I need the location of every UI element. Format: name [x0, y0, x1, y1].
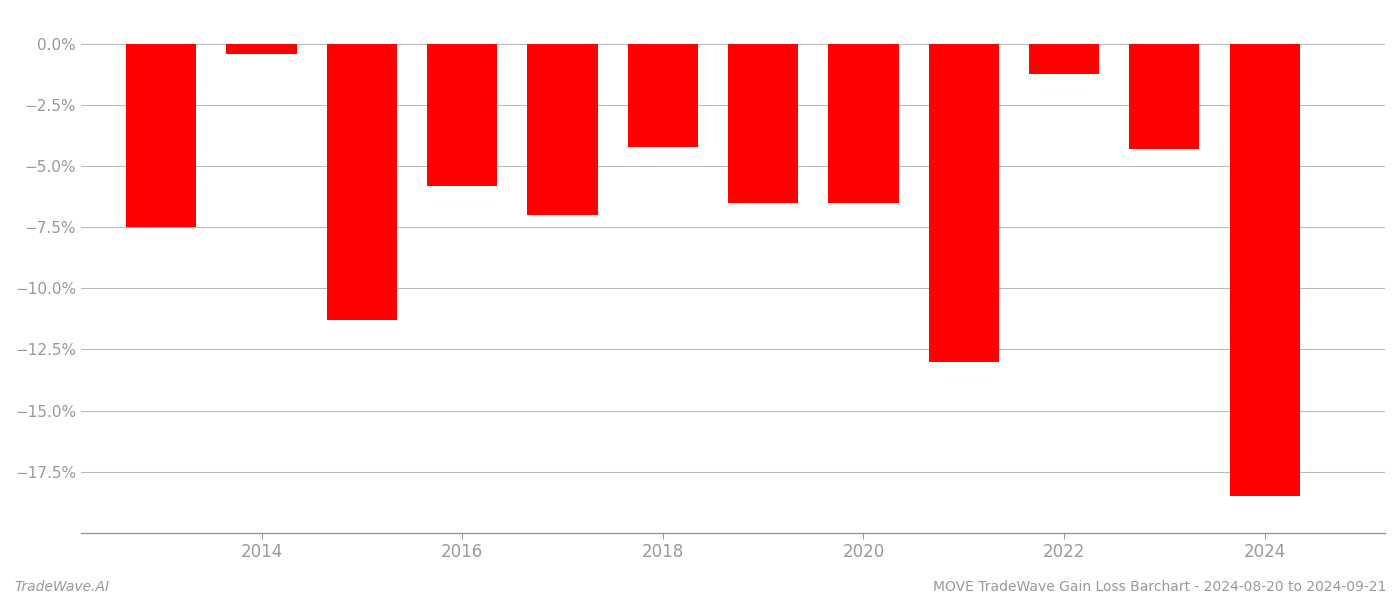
Bar [528, 44, 598, 215]
Bar [1229, 44, 1299, 496]
Bar [829, 44, 899, 203]
Bar [728, 44, 798, 203]
Bar [627, 44, 697, 147]
Bar [227, 44, 297, 54]
Text: MOVE TradeWave Gain Loss Barchart - 2024-08-20 to 2024-09-21: MOVE TradeWave Gain Loss Barchart - 2024… [932, 580, 1386, 594]
Bar [326, 44, 398, 320]
Bar [1130, 44, 1200, 149]
Bar [126, 44, 196, 227]
Text: TradeWave.AI: TradeWave.AI [14, 580, 109, 594]
Bar [427, 44, 497, 186]
Bar [1029, 44, 1099, 74]
Bar [928, 44, 998, 362]
